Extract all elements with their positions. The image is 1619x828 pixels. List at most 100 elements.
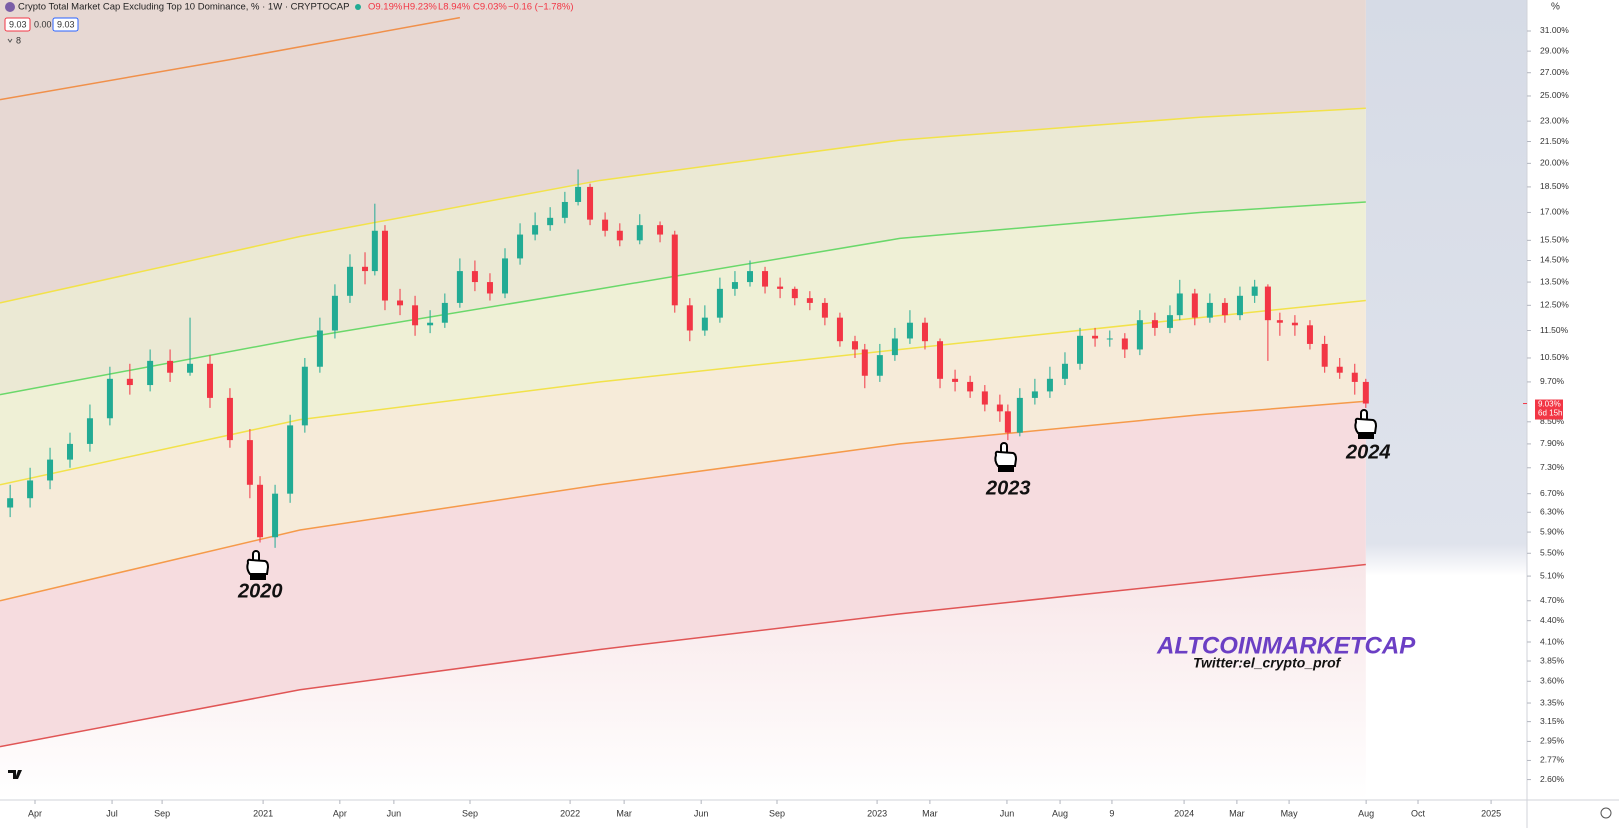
- candle-body: [1136, 320, 1143, 350]
- candle-body: [937, 341, 944, 379]
- x-tick-label: Aug: [1052, 808, 1068, 818]
- candle-body: [547, 217, 554, 226]
- y-tick-label: 14.50%: [1540, 255, 1569, 265]
- candle-body: [1276, 320, 1283, 323]
- tv-logo[interactable]: [8, 770, 22, 779]
- candle-body: [1336, 366, 1343, 373]
- candle-body: [346, 266, 353, 296]
- candle-body: [502, 258, 509, 294]
- annotation: 2020: [237, 580, 283, 602]
- y-tick-label: 5.90%: [1540, 526, 1565, 536]
- y-tick-label: 31.00%: [1540, 25, 1569, 35]
- x-tick-label: 2025: [1481, 808, 1501, 818]
- axis-unit[interactable]: %: [1551, 2, 1560, 13]
- candle-body: [1166, 315, 1173, 328]
- candle-body: [441, 302, 448, 323]
- candle-body: [602, 219, 609, 231]
- y-tick-label: 6.70%: [1540, 488, 1565, 498]
- candle-body: [561, 201, 568, 218]
- collapse-icon[interactable]: [7, 38, 13, 43]
- plot: [0, 16, 1369, 748]
- candle-body: [371, 230, 378, 272]
- settings-icon[interactable]: [1600, 807, 1612, 819]
- annotation: 2023: [985, 477, 1031, 499]
- y-tick-label: 27.00%: [1540, 67, 1569, 77]
- low-value: L8.94%: [438, 2, 471, 13]
- candle-body: [1251, 286, 1258, 296]
- candle-body: [1092, 335, 1099, 339]
- x-tick-label: May: [1281, 808, 1299, 818]
- candle-body: [257, 484, 264, 538]
- symbol-logo: [5, 2, 15, 12]
- candle-body: [746, 271, 753, 283]
- x-tick-label: Jun: [694, 808, 709, 818]
- candle-body: [777, 286, 784, 289]
- change-value: −0.16 (−1.78%): [508, 2, 574, 13]
- y-tick-label: 21.50%: [1540, 136, 1569, 146]
- chart-title[interactable]: Crypto Total Market Cap Excluding Top 10…: [18, 2, 349, 13]
- candle-body: [967, 381, 974, 392]
- annotation: 2024: [1345, 441, 1391, 463]
- ask-box[interactable]: [52, 17, 79, 32]
- candle-body: [575, 186, 582, 202]
- x-tick-label: Oct: [1411, 808, 1426, 818]
- candle-body: [1106, 338, 1113, 340]
- candle-body: [1151, 320, 1158, 328]
- y-tick-label: 3.15%: [1540, 716, 1565, 726]
- candle-body: [891, 338, 898, 356]
- x-tick-label: Jun: [387, 808, 402, 818]
- indicator-count[interactable]: 8: [16, 35, 21, 45]
- y-tick-label: 3.35%: [1540, 697, 1565, 707]
- candle-body: [876, 355, 883, 376]
- y-tick-label: 2.60%: [1540, 774, 1565, 784]
- y-tick-label: 2.95%: [1540, 736, 1565, 746]
- candle-body: [1362, 381, 1369, 404]
- y-tick-label: 5.50%: [1540, 548, 1565, 558]
- y-tick-label: 18.50%: [1540, 181, 1569, 191]
- close-value: C9.03%: [473, 2, 507, 13]
- zone: [0, 0, 1366, 303]
- y-tick-label: 13.50%: [1540, 276, 1569, 286]
- status-dot: [355, 4, 361, 10]
- bid-box[interactable]: [4, 17, 31, 32]
- y-tick-label: 12.50%: [1540, 300, 1569, 310]
- candle-body: [851, 341, 858, 350]
- candle-body: [1351, 372, 1358, 382]
- band-line: [0, 400, 1366, 602]
- zone: [1365, 0, 1527, 800]
- y-tick-label: 29.00%: [1540, 45, 1569, 55]
- candle-body: [532, 225, 539, 235]
- y-tick-label: 3.60%: [1540, 676, 1565, 686]
- last-price-box: [1535, 399, 1563, 420]
- spread-value: 0.00: [34, 19, 52, 29]
- open-value: O9.19%: [368, 2, 403, 13]
- x-tick-label: Sep: [769, 808, 785, 818]
- x-tick-label: Apr: [333, 808, 347, 818]
- candle-body: [66, 443, 73, 460]
- candle-body: [397, 300, 404, 306]
- x-tick-label: Jul: [106, 808, 118, 818]
- candle-body: [206, 363, 213, 398]
- candle-body: [636, 225, 643, 241]
- x-tick-label: Sep: [154, 808, 170, 818]
- candle-body: [1191, 293, 1198, 318]
- candle-body: [657, 225, 664, 235]
- candle-body: [187, 363, 194, 373]
- candle-body: [1236, 295, 1243, 316]
- zone: [0, 108, 1366, 395]
- candle-body: [106, 378, 113, 419]
- y-tick-label: 8.50%: [1540, 416, 1565, 426]
- x-tick-label: Jun: [1000, 808, 1015, 818]
- candle-body: [1061, 363, 1068, 379]
- candle-body: [821, 302, 828, 318]
- band-line: [0, 107, 1366, 304]
- candle-body: [1004, 411, 1011, 433]
- x-tick-label: Sep: [462, 808, 478, 818]
- candle-body: [1016, 397, 1023, 433]
- candle-body: [921, 322, 928, 342]
- high-value: H9.23%: [403, 2, 437, 13]
- candle-body: [671, 234, 678, 306]
- candle-body: [1291, 322, 1298, 326]
- candle-body: [1264, 286, 1271, 321]
- x-tick-label: Aug: [1358, 808, 1374, 818]
